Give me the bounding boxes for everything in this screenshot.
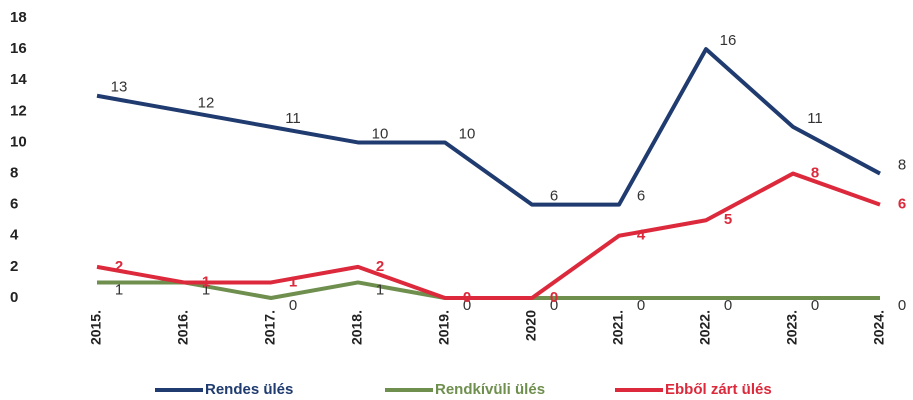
x-tick-label: 2024. — [871, 310, 887, 345]
x-tick-label: 2015. — [88, 310, 104, 345]
legend-label: Rendes ülés — [205, 381, 293, 398]
data-label: 8 — [898, 157, 906, 174]
data-label: 0 — [463, 297, 471, 314]
data-label: 16 — [720, 32, 737, 49]
data-label: 0 — [463, 289, 471, 306]
y-tick-label: 0 — [10, 289, 18, 306]
y-tick-label: 8 — [10, 165, 18, 182]
x-tick-label: 2017. — [262, 310, 278, 345]
x-tick-label: 2019. — [436, 310, 452, 345]
y-tick-label: 6 — [10, 196, 18, 213]
y-tick-label: 16 — [10, 40, 27, 57]
data-label: 13 — [111, 79, 128, 96]
data-label: 0 — [811, 297, 819, 314]
y-tick-label: 18 — [10, 9, 27, 26]
data-label: 1 — [202, 273, 210, 290]
y-tick-label: 10 — [10, 133, 27, 150]
x-tick-label: 2020 — [523, 310, 539, 341]
y-tick-label: 2 — [10, 258, 18, 275]
series-line — [96, 47, 881, 207]
data-label: 1 — [376, 281, 384, 298]
y-tick-label: 12 — [10, 102, 27, 119]
x-tick-label: 2016. — [175, 310, 191, 345]
data-label: 2 — [376, 258, 384, 275]
legend-label: Ebből zárt ülés — [665, 381, 772, 398]
data-label: 1 — [202, 281, 210, 298]
data-label: 12 — [198, 94, 215, 111]
x-tick-label: 2018. — [349, 310, 365, 345]
data-label: 4 — [637, 227, 646, 244]
data-label: 5 — [724, 211, 732, 228]
data-label: 2 — [115, 258, 123, 275]
data-label: 10 — [459, 125, 476, 142]
data-label: 11 — [285, 110, 301, 127]
data-label: 6 — [550, 188, 558, 205]
data-label: 6 — [637, 188, 645, 205]
data-label: 0 — [898, 297, 906, 314]
data-label: 6 — [898, 196, 906, 213]
x-tick-label: 2022. — [697, 310, 713, 345]
data-label: 10 — [372, 125, 389, 142]
data-label: 0 — [550, 297, 558, 314]
y-tick-label: 14 — [10, 71, 27, 88]
data-label: 0 — [289, 297, 297, 314]
legend-label: Rendkívüli ülés — [435, 381, 545, 398]
data-label: 0 — [637, 297, 645, 314]
y-tick-label: 4 — [10, 227, 19, 244]
data-label: 1 — [289, 273, 297, 290]
series-line — [97, 280, 880, 300]
data-label: 11 — [807, 110, 823, 127]
data-label: 8 — [811, 165, 819, 182]
data-label: 1 — [115, 281, 123, 298]
data-label: 0 — [550, 289, 558, 306]
x-tick-label: 2021. — [610, 310, 626, 345]
series-line — [96, 171, 881, 300]
x-tick-label: 2023. — [784, 310, 800, 345]
data-label: 0 — [724, 297, 732, 314]
